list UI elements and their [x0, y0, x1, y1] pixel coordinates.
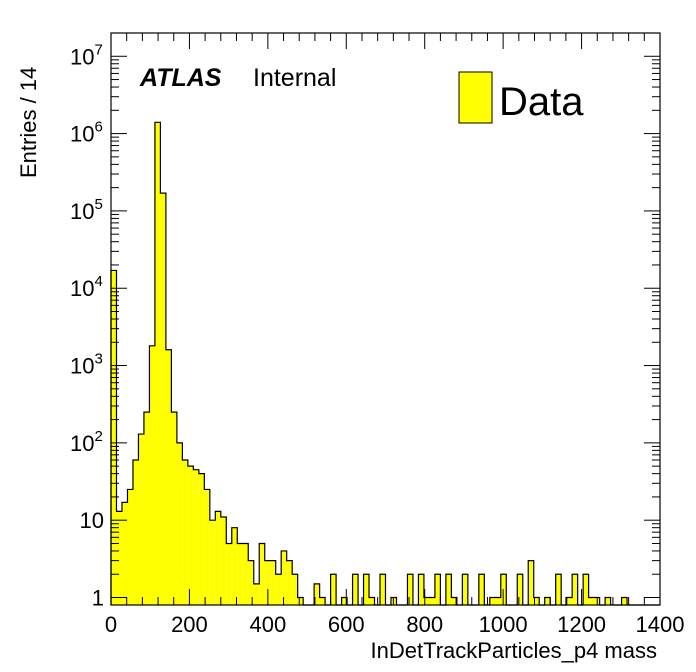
histogram-bin	[462, 574, 468, 605]
histogram-bin	[204, 489, 210, 605]
histogram-bin	[116, 511, 122, 605]
histogram-bin	[237, 543, 243, 605]
histogram-bin	[341, 597, 348, 605]
y-tick-label: 102	[70, 428, 103, 456]
histogram-bars	[110, 121, 660, 606]
histogram-bin	[517, 574, 523, 605]
histogram-bin	[544, 597, 551, 605]
y-tick-label: 10	[80, 508, 104, 533]
histogram-bin	[242, 543, 249, 605]
histogram-bin	[423, 597, 430, 605]
histogram-bin	[319, 597, 326, 605]
x-tick-label: 1400	[636, 612, 685, 637]
histogram-bin	[621, 597, 628, 605]
histogram-bin	[434, 574, 441, 605]
histogram-bin	[555, 574, 562, 605]
y-tick-labels: 1 10 102 103 104 105 106 107	[70, 41, 104, 610]
x-tick-label: 1200	[557, 612, 606, 637]
histogram-bin	[215, 511, 221, 605]
histogram-bin	[165, 349, 172, 605]
histogram-bin	[154, 122, 161, 605]
histogram-bin	[220, 516, 227, 605]
axis-ticks	[110, 32, 661, 605]
legend-label-data: Data	[499, 80, 584, 124]
histogram-bin	[418, 574, 424, 605]
x-tick-label: 0	[105, 612, 117, 637]
y-tick-label: 1	[92, 586, 104, 611]
histogram-bin	[275, 574, 282, 605]
histogram-bin	[330, 574, 337, 605]
y-tick-label: 106	[70, 119, 103, 147]
histogram-bin	[193, 469, 199, 605]
histogram-bin	[407, 574, 413, 605]
histogram-bin	[528, 560, 534, 605]
histogram-bin	[352, 574, 359, 605]
y-tick-label: 103	[70, 351, 103, 379]
histogram-bin	[583, 574, 589, 605]
y-tick-label: 105	[70, 196, 103, 224]
histogram-bin	[198, 473, 205, 605]
histogram-bin	[605, 597, 611, 605]
plot-frame	[110, 32, 661, 606]
atlas-status-label: Internal	[253, 64, 336, 92]
histogram-bin	[363, 574, 370, 605]
histogram-bin	[111, 270, 117, 605]
y-tick-label: 104	[70, 273, 103, 301]
histogram-bin	[231, 527, 238, 605]
x-tick-label: 600	[328, 612, 365, 637]
histogram-bin	[286, 560, 293, 605]
histogram-bin	[495, 597, 501, 605]
histogram-bin	[478, 574, 485, 605]
histogram-bin	[489, 597, 496, 605]
histogram-bin	[369, 597, 375, 605]
histogram-bin	[572, 574, 578, 605]
histogram-bin	[209, 520, 216, 605]
histogram-bin	[429, 597, 435, 605]
histogram-bin	[259, 543, 265, 605]
histogram-bin	[281, 550, 287, 605]
histogram-bin	[187, 466, 194, 605]
histogram-bin	[380, 574, 386, 605]
histogram-bin	[314, 583, 320, 605]
histogram-bin	[248, 560, 254, 605]
histogram-bin	[182, 460, 188, 605]
x-tick-labels: 0 200 400 600 800 1000 1200 1400	[105, 612, 685, 637]
histogram-bin	[121, 502, 128, 605]
histogram-bin	[445, 574, 452, 605]
x-axis-title: InDetTrackParticles_p4 mass	[370, 638, 657, 663]
atlas-label: ATLAS	[139, 64, 222, 92]
histogram-bin	[588, 597, 595, 605]
histogram-bin	[226, 543, 232, 605]
y-tick-label: 107	[70, 41, 103, 69]
x-tick-label: 800	[406, 612, 443, 637]
histogram-bin	[292, 574, 298, 605]
histogram-bin	[132, 460, 139, 605]
histogram-bin	[160, 193, 166, 605]
histogram-bin	[138, 434, 144, 605]
histogram-bin	[264, 560, 271, 605]
histogram-bin	[533, 597, 540, 605]
histogram-bin	[127, 489, 133, 605]
histogram-bin	[149, 345, 155, 605]
histogram-bin	[297, 597, 304, 605]
y-axis-title: Entries / 14	[16, 67, 41, 178]
x-tick-label: 400	[249, 612, 286, 637]
x-tick-label: 1000	[479, 612, 528, 637]
histogram-bin	[171, 412, 177, 605]
histogram-bin	[143, 412, 150, 605]
histogram-bin	[253, 583, 260, 605]
x-tick-label: 200	[171, 612, 208, 637]
histogram-bin	[566, 597, 573, 605]
histogram-bin	[176, 442, 183, 605]
histogram-bin	[270, 560, 276, 605]
histogram-bin	[451, 597, 457, 605]
histogram-outline	[110, 121, 660, 606]
legend: Data	[458, 71, 584, 124]
legend-swatch-data	[458, 71, 493, 124]
